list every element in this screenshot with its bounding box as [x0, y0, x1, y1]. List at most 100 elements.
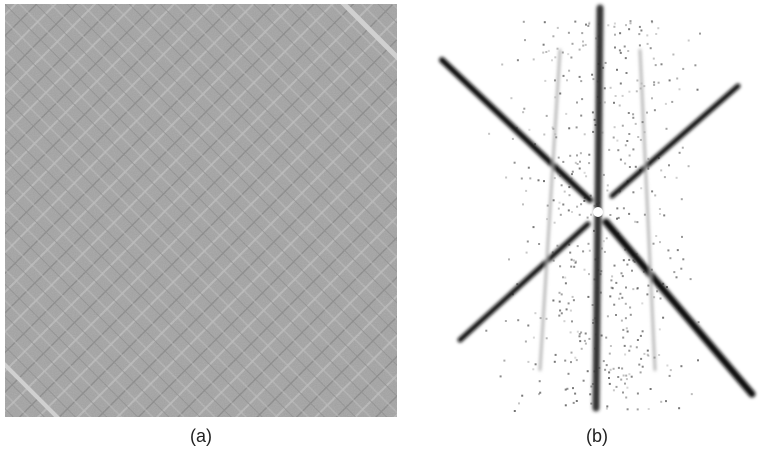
speckle [622, 95, 624, 97]
speckle [679, 152, 681, 154]
speckle [608, 371, 610, 373]
speckle [647, 350, 649, 352]
speckle [682, 147, 684, 149]
speckle [570, 331, 572, 333]
speckle [627, 408, 629, 410]
speckle [619, 49, 621, 51]
speckle [672, 54, 674, 56]
speckle [643, 85, 645, 87]
speckle [575, 162, 577, 164]
speckle [581, 32, 583, 34]
speckle [619, 32, 621, 34]
speckle [676, 177, 678, 179]
speckle [582, 41, 584, 43]
speckle [628, 28, 630, 30]
speckle [622, 329, 624, 331]
speckle [637, 393, 639, 395]
panel-label: (a) [190, 426, 212, 446]
speckle [587, 25, 589, 27]
speckle [666, 365, 668, 367]
speckle [688, 40, 690, 42]
speckle [559, 310, 561, 312]
speckle [547, 205, 549, 207]
speckle [621, 368, 623, 370]
speckle [557, 27, 559, 29]
speckle [659, 208, 661, 210]
speckle [501, 64, 503, 66]
speckle [626, 378, 628, 380]
speckle [613, 137, 615, 139]
speckle [657, 27, 659, 29]
speckle [576, 359, 578, 361]
speckle [665, 400, 667, 402]
speckle [577, 245, 579, 247]
speckle [680, 365, 682, 367]
speckle [639, 44, 641, 46]
speckle [579, 333, 581, 335]
speckle [697, 359, 699, 361]
speckle [604, 369, 606, 371]
speckle [653, 296, 655, 298]
speckle [546, 337, 548, 339]
speckle [640, 358, 642, 360]
speckle [580, 115, 582, 117]
speckle [572, 43, 574, 45]
speckle [554, 177, 556, 179]
speckle [585, 24, 587, 26]
speckle [628, 112, 630, 114]
speckle [613, 389, 615, 391]
speckle [636, 346, 638, 348]
speckle [590, 386, 592, 388]
speckle [628, 91, 630, 93]
speckle [568, 32, 570, 34]
speckle [577, 163, 579, 165]
speckle [640, 335, 642, 337]
speckle [523, 21, 525, 23]
speckle [643, 353, 645, 355]
speckle [626, 72, 628, 74]
speckle [539, 380, 541, 382]
speckle [590, 214, 592, 216]
speckle [579, 340, 581, 342]
speckle [655, 64, 657, 66]
speckle [626, 264, 628, 266]
speckle [592, 111, 594, 113]
speckle [567, 53, 569, 55]
speckle [630, 314, 632, 316]
speckle [532, 368, 534, 370]
speckle [640, 187, 642, 189]
speckle [627, 50, 629, 52]
speckle [660, 169, 662, 171]
speckle [607, 24, 609, 26]
speckle [568, 373, 570, 375]
speckle [624, 383, 626, 385]
speckle [594, 119, 596, 121]
speckle [581, 348, 583, 350]
speckle [648, 408, 650, 410]
speckle [590, 403, 592, 405]
speckle [669, 375, 671, 377]
speckle [619, 293, 621, 295]
speckle [544, 80, 546, 82]
speckle [607, 184, 609, 186]
speckle [579, 49, 581, 51]
speckle [624, 46, 626, 48]
speckle [518, 402, 520, 404]
panel-b-spectrum [442, 8, 752, 412]
speckle [651, 190, 653, 192]
speckle [562, 52, 564, 54]
speckle [522, 203, 524, 205]
speckle [606, 364, 608, 366]
speckle [638, 364, 640, 366]
speckle [553, 260, 555, 262]
speckle [563, 320, 565, 322]
speckle [632, 117, 634, 119]
speckle [613, 304, 615, 306]
speckle [611, 287, 613, 289]
speckle [534, 312, 536, 314]
speckle [647, 355, 649, 357]
speckle [605, 62, 607, 64]
speckle [614, 126, 616, 128]
panel-label: (b) [586, 426, 608, 446]
speckle [579, 335, 581, 337]
